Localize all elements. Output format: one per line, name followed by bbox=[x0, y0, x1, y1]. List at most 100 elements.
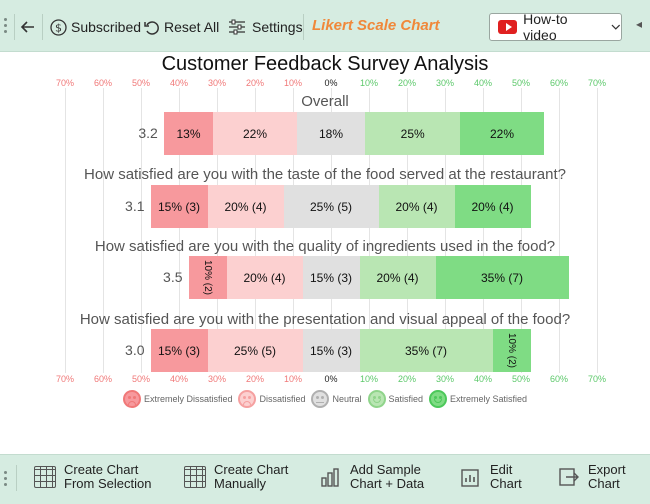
x-tick-label: 40% bbox=[473, 78, 493, 88]
gridline bbox=[331, 88, 332, 373]
toolbar-divider bbox=[303, 14, 304, 40]
chart-title: Customer Feedback Survey Analysis bbox=[161, 53, 489, 75]
sad-face-icon bbox=[122, 390, 141, 408]
bar-segment[interactable]: 10% (2) bbox=[492, 329, 531, 372]
legend-label: Dissatisfied bbox=[259, 394, 306, 404]
bar-data-label: 22% bbox=[242, 126, 267, 141]
chart-legend: Extremely Dissatisfied Dissatisfied Neutra… bbox=[0, 390, 650, 408]
legend-label: Extremely Satisfied bbox=[450, 394, 528, 404]
toolbar-divider bbox=[16, 465, 17, 491]
bar-data-label: 22% bbox=[489, 126, 514, 141]
bar-segment[interactable]: 10% (2) bbox=[188, 256, 227, 299]
bar-segment[interactable]: 25% bbox=[365, 112, 461, 155]
arrow-left-icon bbox=[20, 21, 34, 33]
x-tick-label: 20% bbox=[245, 78, 265, 88]
x-tick-label: 70% bbox=[55, 374, 75, 384]
dollar-circle-icon: $ bbox=[50, 18, 67, 36]
bar-data-label: 35% (7) bbox=[404, 343, 448, 358]
subscribed-button[interactable]: $ Subscribed bbox=[50, 17, 141, 37]
back-button[interactable] bbox=[20, 17, 36, 37]
create-chart-manually-button[interactable]: Create Chart Manually bbox=[184, 463, 288, 491]
bar-data-label: 10% (2) bbox=[201, 259, 213, 296]
export-icon bbox=[559, 468, 579, 486]
bar-data-label: 35% (7) bbox=[480, 270, 524, 285]
reset-all-button[interactable]: Reset All bbox=[143, 17, 219, 37]
how-to-video-dropdown[interactable]: How-to video bbox=[489, 11, 622, 43]
bar-segment[interactable]: 20% (4) bbox=[207, 185, 284, 228]
bar-segment[interactable]: 25% (5) bbox=[283, 185, 379, 228]
bar-segment[interactable]: 22% bbox=[460, 112, 544, 155]
bar-segment[interactable]: 25% (5) bbox=[207, 329, 303, 372]
table-grid-icon bbox=[34, 466, 56, 488]
bar-data-label: 13% bbox=[176, 126, 201, 141]
gridline bbox=[597, 88, 598, 373]
top-toolbar: $ Subscribed Reset All Settings Likert S… bbox=[0, 0, 650, 52]
how-to-video-label: How-to video bbox=[523, 11, 568, 43]
export-chart-button[interactable]: Export Chart bbox=[558, 463, 626, 491]
legend-label: Satisfied bbox=[388, 394, 424, 404]
collapse-arrow-icon[interactable]: ◂ bbox=[636, 17, 643, 31]
gridline bbox=[559, 88, 560, 373]
bar-data-label: 20% (4) bbox=[395, 199, 438, 214]
legend-item: Extremely Dissatisfied bbox=[122, 390, 232, 408]
question-title: How satisfied are you with the presentat… bbox=[79, 311, 571, 328]
x-tick-label: 50% bbox=[131, 78, 151, 88]
bar-data-label: 20% (4) bbox=[471, 199, 514, 214]
x-tick-label: 0% bbox=[324, 374, 338, 384]
bar-segment[interactable]: 13% bbox=[163, 112, 214, 155]
sample-chart-icon bbox=[321, 468, 339, 487]
x-tick-label: 30% bbox=[435, 78, 455, 88]
x-tick-label: 30% bbox=[207, 374, 227, 384]
edit-chart-button[interactable]: Edit Chart bbox=[460, 463, 522, 491]
settings-button[interactable]: Settings bbox=[228, 17, 303, 37]
x-tick-label: 60% bbox=[93, 78, 113, 88]
bottom-toolbar: Create Chart From Selection Create Chart… bbox=[0, 454, 650, 504]
x-tick-label: 40% bbox=[169, 78, 189, 88]
bar-data-label: 20% (4) bbox=[224, 199, 267, 214]
add-sample-chart-label: Add Sample Chart + Data bbox=[350, 462, 425, 491]
bar-segment[interactable]: 20% (4) bbox=[454, 185, 531, 228]
app-name: Likert Scale Chart bbox=[312, 17, 440, 34]
bar-data-label: 20% (4) bbox=[243, 270, 286, 285]
bar-segment[interactable]: 15% (3) bbox=[150, 329, 208, 372]
bar-segment[interactable]: 20% (4) bbox=[359, 256, 436, 299]
x-tick-label: 60% bbox=[549, 374, 569, 384]
x-tick-label: 30% bbox=[435, 374, 455, 384]
x-tick-label: 50% bbox=[511, 78, 531, 88]
create-chart-manually-label: Create Chart Manually bbox=[214, 462, 289, 491]
question-score: 3.1 bbox=[125, 198, 145, 214]
bar-segment[interactable]: 15% (3) bbox=[302, 329, 360, 372]
chevron-down-icon bbox=[611, 24, 621, 30]
bar-segment[interactable]: 20% (4) bbox=[226, 256, 303, 299]
youtube-icon bbox=[498, 20, 518, 34]
bar-segment[interactable]: 20% (4) bbox=[378, 185, 455, 228]
legend-item: Neutral bbox=[311, 390, 362, 408]
add-sample-chart-button[interactable]: Add Sample Chart + Data bbox=[320, 463, 424, 491]
bar-segment[interactable]: 22% bbox=[213, 112, 297, 155]
sad-face-icon bbox=[238, 390, 257, 408]
happy-face-icon bbox=[429, 390, 448, 408]
export-chart-label: Export Chart bbox=[588, 462, 626, 491]
toolbar-divider bbox=[14, 14, 15, 40]
toolbar-grip-icon[interactable] bbox=[4, 471, 8, 489]
bar-segment[interactable]: 35% (7) bbox=[359, 329, 493, 372]
x-tick-label: 10% bbox=[283, 374, 303, 384]
bar-data-label: 25% (5) bbox=[233, 343, 277, 358]
bar-segment[interactable]: 15% (3) bbox=[150, 185, 208, 228]
bar-segment[interactable]: 18% bbox=[296, 112, 366, 155]
bar-segment[interactable]: 35% (7) bbox=[435, 256, 569, 299]
bar-data-label: 18% bbox=[318, 126, 343, 141]
reset-all-label: Reset All bbox=[164, 19, 220, 35]
x-tick-label: 50% bbox=[131, 374, 151, 384]
bar-segment[interactable]: 15% (3) bbox=[302, 256, 360, 299]
question-title: How satisfied are you with the taste of … bbox=[84, 166, 566, 183]
bar-data-label: 20% (4) bbox=[376, 270, 419, 285]
bar-data-label: 10% (2) bbox=[505, 332, 517, 369]
sliders-icon bbox=[229, 19, 245, 35]
toolbar-grip-icon[interactable] bbox=[4, 18, 8, 36]
bar-data-label: 15% (3) bbox=[309, 343, 353, 358]
neutral-face-icon bbox=[311, 390, 330, 408]
create-chart-from-selection-button[interactable]: Create Chart From Selection bbox=[34, 463, 151, 491]
bar-data-label: 25% (5) bbox=[309, 199, 353, 214]
x-tick-label: 70% bbox=[55, 78, 75, 88]
